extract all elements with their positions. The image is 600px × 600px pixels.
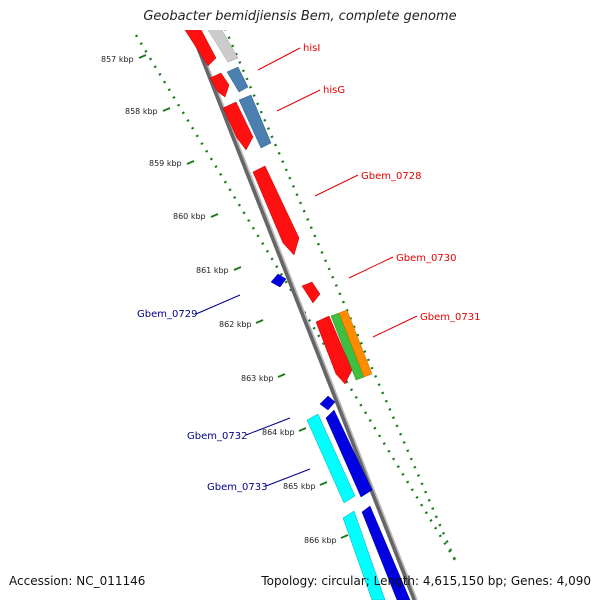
tick-label: 866 kbp	[304, 536, 337, 545]
gene-orange[interactable]	[338, 309, 373, 378]
backbone-highlight	[192, 30, 418, 600]
gene-label-gbem0733[interactable]: Gbem_0733	[207, 482, 267, 493]
forward-genes	[184, 20, 373, 385]
tick-label: 865 kbp	[283, 482, 316, 491]
inner-scale-line	[224, 30, 457, 561]
tick-label: 861 kbp	[196, 266, 229, 275]
gene-gbem0732-arrow[interactable]	[325, 409, 373, 498]
tick-label: 864 kbp	[262, 428, 295, 437]
tick-label: 859 kbp	[149, 159, 182, 168]
gene-hisG-arrow[interactable]	[222, 101, 254, 151]
backbone	[189, 30, 418, 600]
reverse-genes	[270, 273, 411, 600]
gene-gbem0731-arrow[interactable]	[315, 315, 353, 385]
gene-gbem0728-arrow[interactable]	[252, 165, 300, 256]
tick-labels: 857 kbp 858 kbp 859 kbp 860 kbp 861 kbp …	[101, 55, 337, 545]
gene-block-grey[interactable]	[205, 20, 239, 63]
leader-gbem0731	[372, 315, 418, 338]
leader-gbem0729	[195, 294, 241, 315]
gene-hisI-arrow[interactable]	[209, 72, 230, 98]
tick-label: 860 kbp	[173, 212, 206, 221]
leader-gbem0730	[348, 256, 394, 279]
gene-label-gbem0731[interactable]: Gbem_0731	[420, 312, 480, 323]
gene-gbem0733-arrow[interactable]	[306, 413, 356, 504]
gene-blue-small[interactable]	[226, 66, 249, 93]
gene-labels: hisI hisG Gbem_0728 Gbem_0730 Gbem_0731 …	[137, 43, 480, 493]
gene-label-gbem0732[interactable]: Gbem_0732	[187, 431, 247, 442]
gene-cyan-lower[interactable]	[342, 510, 386, 600]
tick-marks	[138, 54, 349, 539]
gene-blue-small-rev[interactable]	[319, 395, 336, 411]
gene-gbem0730-arrow[interactable]	[301, 281, 321, 304]
leader-hisI	[257, 47, 301, 71]
leader-gbem0728	[314, 174, 359, 197]
map-title: Geobacter bemidjiensis Bem, complete gen…	[143, 9, 457, 24]
tick-label: 863 kbp	[241, 374, 274, 383]
tick-label: 862 kbp	[219, 320, 252, 329]
topology-text: Topology: circular; Length: 4,615,150 bp…	[261, 574, 591, 588]
gene-label-gbem0730[interactable]: Gbem_0730	[396, 253, 456, 264]
gene-block-forward[interactable]	[184, 24, 217, 67]
leader-gbem0732	[245, 417, 291, 436]
gene-gbem0729-arrow[interactable]	[270, 273, 287, 288]
accession-text: Accession: NC_011146	[9, 574, 146, 588]
gene-blue-long[interactable]	[238, 94, 272, 149]
gene-label-hisI[interactable]: hisI	[303, 43, 320, 54]
tick-label: 858 kbp	[125, 107, 158, 116]
gene-label-gbem0728[interactable]: Gbem_0728	[361, 171, 421, 182]
tick-label: 857 kbp	[101, 55, 134, 64]
gene-blue-lower[interactable]	[361, 505, 411, 600]
leader-hisG	[276, 89, 321, 112]
gene-label-gbem0729[interactable]: Gbem_0729	[137, 309, 197, 320]
gene-label-hisG[interactable]: hisG	[323, 85, 345, 96]
leader-gbem0733	[265, 468, 311, 487]
